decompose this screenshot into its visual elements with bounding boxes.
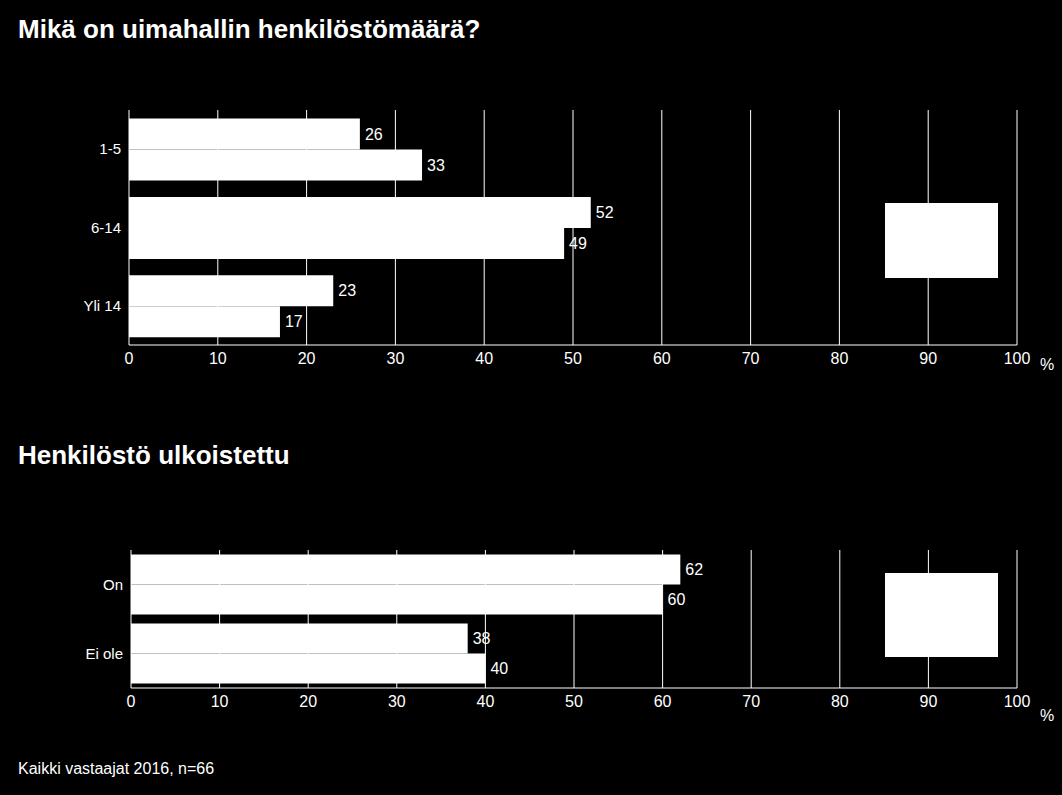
svg-text:Ei ole: Ei ole — [85, 645, 123, 662]
html-text:Kaikki vastaajat 2016, n=66: Kaikki vastaajat 2016, n=66 — [18, 760, 215, 777]
svg-text:60: 60 — [668, 591, 686, 608]
svg-text:80: 80 — [831, 693, 849, 710]
svg-text:38: 38 — [473, 630, 491, 647]
svg-text:90: 90 — [920, 693, 938, 710]
svg-text:40: 40 — [490, 660, 508, 677]
svg-text:0: 0 — [125, 350, 134, 367]
svg-text:70: 70 — [742, 350, 760, 367]
svg-text:80: 80 — [831, 350, 849, 367]
svg-text:33: 33 — [427, 157, 445, 174]
svg-text:100: 100 — [1004, 693, 1031, 710]
svg-text:60: 60 — [654, 693, 672, 710]
html-text:Henkilöstö ulkoistettu: Henkilöstö ulkoistettu — [18, 440, 290, 470]
svg-text:52: 52 — [596, 204, 614, 221]
svg-text:On: On — [103, 576, 123, 593]
svg-text:Yli 14: Yli 14 — [83, 297, 121, 314]
svg-text:17: 17 — [285, 313, 303, 330]
svg-text:49: 49 — [569, 235, 587, 252]
svg-text:1-5: 1-5 — [99, 140, 121, 157]
svg-text:26: 26 — [365, 126, 383, 143]
svg-text:50: 50 — [564, 350, 582, 367]
svg-text:30: 30 — [387, 350, 405, 367]
svg-text:40: 40 — [475, 350, 493, 367]
svg-text:50: 50 — [565, 693, 583, 710]
svg-text:6-14: 6-14 — [91, 219, 121, 236]
svg-text:20: 20 — [299, 693, 317, 710]
svg-text:40: 40 — [477, 693, 495, 710]
svg-text:70: 70 — [742, 693, 760, 710]
svg-text:62: 62 — [685, 561, 703, 578]
svg-text:20: 20 — [298, 350, 316, 367]
svg-text:90: 90 — [919, 350, 937, 367]
svg-text:30: 30 — [388, 693, 406, 710]
svg-text:23: 23 — [338, 282, 356, 299]
svg-text:0: 0 — [127, 693, 136, 710]
svg-text:10: 10 — [209, 350, 227, 367]
svg-text:100: 100 — [1004, 350, 1031, 367]
svg-text:60: 60 — [653, 350, 671, 367]
svg-text:10: 10 — [211, 693, 229, 710]
html-text:Mikä on uimahallin henkilöstöm: Mikä on uimahallin henkilöstömäärä? — [18, 14, 481, 44]
